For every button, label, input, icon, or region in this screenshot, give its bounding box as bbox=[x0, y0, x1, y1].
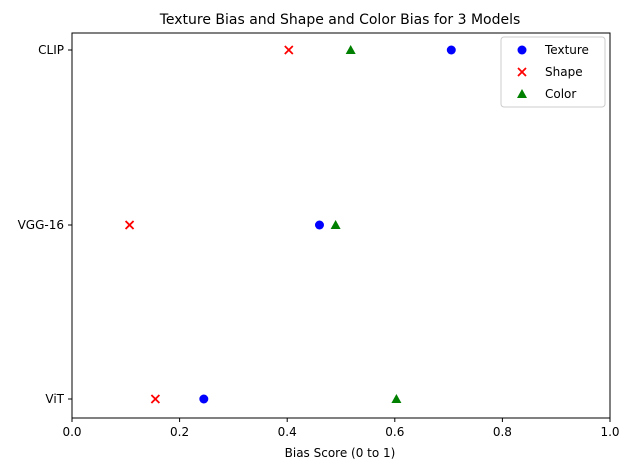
shape-legend-marker bbox=[517, 67, 527, 77]
x-tick-label: 1.0 bbox=[600, 425, 619, 439]
x-axis-label: Bias Score (0 to 1) bbox=[285, 446, 396, 460]
legend: Texture Shape Color bbox=[500, 36, 606, 108]
y-tick-label: CLIP bbox=[38, 43, 64, 57]
color-point-clip bbox=[345, 45, 356, 54]
y-axis: ViT VGG-16 CLIP bbox=[18, 43, 72, 406]
x-tick-label: 0.2 bbox=[170, 425, 189, 439]
legend-label-shape: Shape bbox=[545, 65, 583, 79]
color-point-vit bbox=[391, 394, 402, 403]
shape-point-vgg-16 bbox=[124, 220, 135, 230]
color-point-vgg-16 bbox=[330, 220, 341, 229]
shape-point-vit bbox=[150, 394, 161, 404]
texture-point-vgg-16 bbox=[314, 220, 324, 230]
x-tick-label: 0.8 bbox=[493, 425, 512, 439]
texture-point-vit bbox=[199, 394, 209, 404]
texture-legend-marker bbox=[517, 45, 527, 55]
x-axis: 0.0 0.2 0.4 0.6 0.8 1.0 bbox=[62, 418, 620, 439]
x-tick-label: 0.6 bbox=[385, 425, 404, 439]
x-tick-label: 0.4 bbox=[278, 425, 297, 439]
legend-label-texture: Texture bbox=[544, 43, 589, 57]
texture-point-clip bbox=[446, 45, 456, 55]
plot-area bbox=[124, 45, 456, 404]
color-legend-marker bbox=[517, 89, 527, 98]
shape-point-clip bbox=[284, 45, 294, 55]
legend-label-color: Color bbox=[545, 87, 576, 101]
y-tick-label: ViT bbox=[45, 392, 64, 406]
legend-box bbox=[500, 36, 606, 108]
x-tick-label: 0.0 bbox=[62, 425, 81, 439]
chart-title: Texture Bias and Shape and Color Bias fo… bbox=[159, 12, 521, 28]
y-tick-label: VGG-16 bbox=[18, 218, 64, 232]
